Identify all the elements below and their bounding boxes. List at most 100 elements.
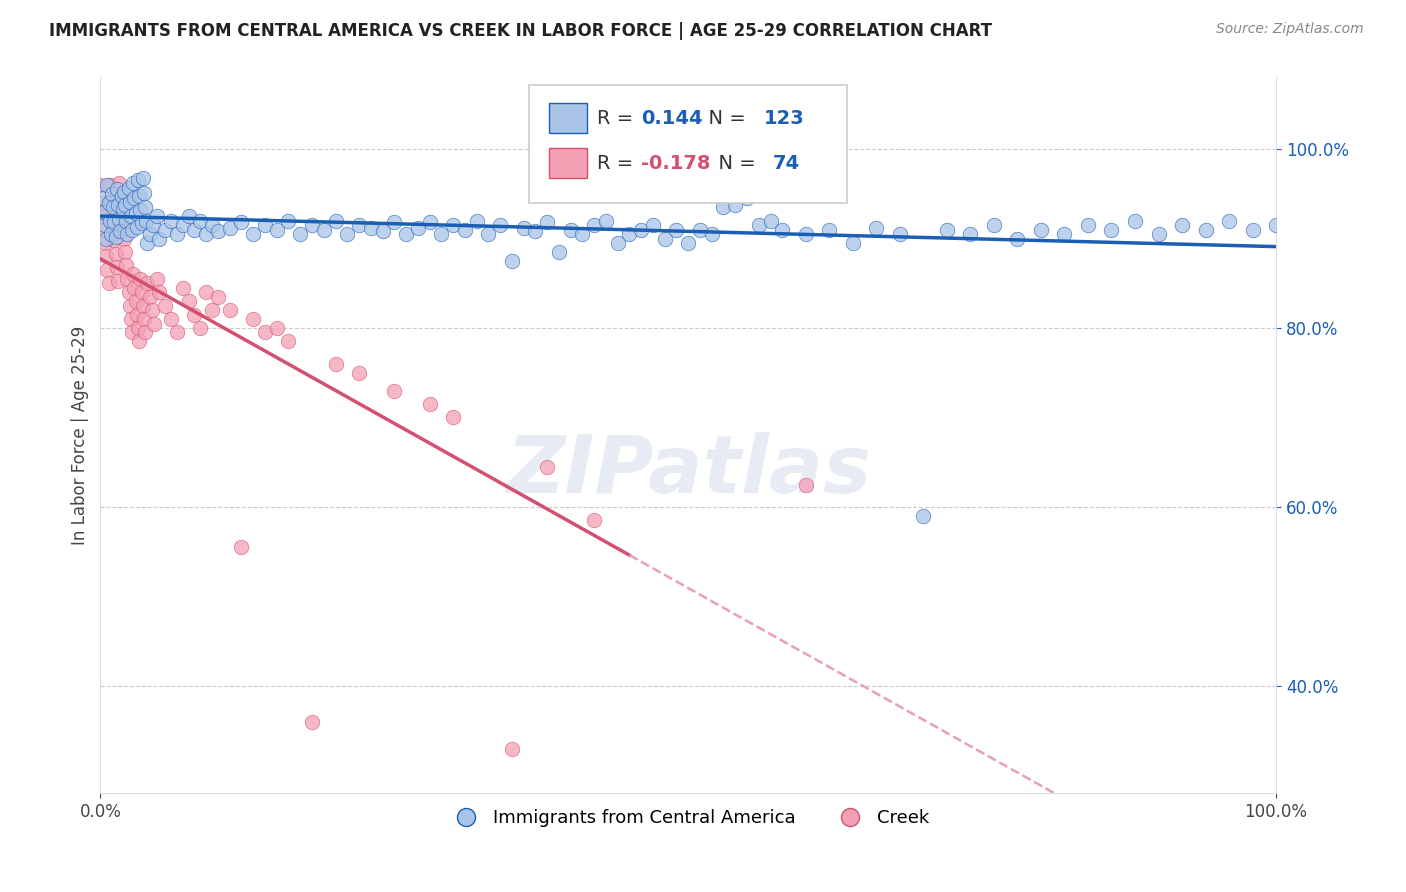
Point (406, 220, 429, 235)
Point (242, 312, 264, 326)
Point (108, 176, 131, 190)
Point (818, 222, 841, 236)
Point (110, 188, 132, 202)
Point (1194, 222, 1216, 236)
Point (689, 222, 711, 236)
Point (103, 215, 125, 229)
Point (100, 227, 122, 241)
Point (1077, 218, 1099, 232)
Point (325, 357, 347, 371)
Y-axis label: In Labor Force | Age 25-29: In Labor Force | Age 25-29 (72, 326, 89, 545)
Point (128, 188, 150, 202)
Point (177, 209, 200, 223)
Point (195, 227, 218, 241)
Point (166, 227, 188, 241)
Point (630, 222, 652, 236)
Point (134, 326, 156, 340)
Point (1147, 227, 1170, 241)
Point (419, 397, 441, 411)
Point (842, 235, 865, 250)
Point (395, 227, 418, 241)
Point (183, 308, 205, 322)
Point (959, 227, 981, 241)
Point (489, 218, 512, 232)
Point (131, 285, 153, 300)
Point (96, 231, 118, 245)
Point (117, 227, 139, 241)
Point (120, 312, 142, 326)
Point (105, 182, 128, 196)
Point (172, 281, 194, 295)
Point (983, 218, 1005, 232)
Point (146, 272, 169, 286)
Point (382, 215, 405, 229)
Point (108, 211, 131, 226)
Point (207, 290, 229, 304)
Point (143, 317, 166, 331)
Point (135, 213, 157, 227)
Point (336, 227, 359, 241)
Point (195, 285, 218, 300)
Point (125, 308, 148, 322)
Point (103, 219, 125, 234)
Point (724, 197, 747, 211)
Point (713, 200, 735, 214)
Point (124, 294, 146, 309)
Point (112, 231, 135, 245)
Point (124, 206, 146, 220)
Point (131, 216, 153, 230)
Point (512, 220, 534, 235)
Point (131, 299, 153, 313)
Point (253, 326, 276, 340)
Point (188, 213, 211, 227)
Point (121, 222, 143, 236)
Point (117, 272, 139, 286)
Text: IMMIGRANTS FROM CENTRAL AMERICA VS CREEK IN LABOR FORCE | AGE 25-29 CORRELATION : IMMIGRANTS FROM CENTRAL AMERICA VS CREEK… (49, 22, 993, 40)
Point (160, 312, 183, 326)
Point (101, 186, 124, 201)
Point (524, 224, 547, 238)
Point (583, 513, 606, 527)
Point (1171, 218, 1194, 232)
Point (93, 222, 115, 236)
Point (1101, 222, 1123, 236)
Point (166, 326, 188, 340)
Point (183, 222, 205, 236)
Point (115, 213, 138, 227)
Point (94, 235, 117, 250)
Point (501, 741, 523, 756)
Point (127, 173, 149, 187)
Point (96, 178, 118, 192)
Text: Source: ZipAtlas.com: Source: ZipAtlas.com (1216, 22, 1364, 37)
Point (91, 209, 114, 223)
Point (794, 477, 817, 491)
Point (1265, 218, 1288, 232)
Point (134, 200, 156, 214)
Point (129, 272, 152, 286)
Point (111, 202, 134, 216)
Point (606, 235, 628, 250)
Point (117, 285, 139, 300)
Point (583, 218, 606, 232)
Point (107, 197, 129, 211)
Point (266, 222, 288, 236)
Point (231, 215, 253, 229)
Point (253, 218, 276, 232)
Point (127, 321, 149, 335)
Text: 0.144: 0.144 (641, 109, 703, 128)
Point (201, 303, 224, 318)
Point (207, 224, 229, 238)
Point (125, 219, 148, 234)
Point (94, 218, 117, 232)
Point (301, 714, 323, 729)
Point (122, 176, 145, 190)
Point (97, 277, 120, 291)
Point (100, 194, 122, 208)
Point (98, 178, 121, 192)
FancyBboxPatch shape (550, 103, 588, 133)
Point (277, 213, 299, 227)
Point (1007, 231, 1029, 245)
Point (560, 222, 582, 236)
Legend: Immigrants from Central America, Creek: Immigrants from Central America, Creek (440, 802, 936, 834)
Text: R =: R = (596, 109, 638, 128)
